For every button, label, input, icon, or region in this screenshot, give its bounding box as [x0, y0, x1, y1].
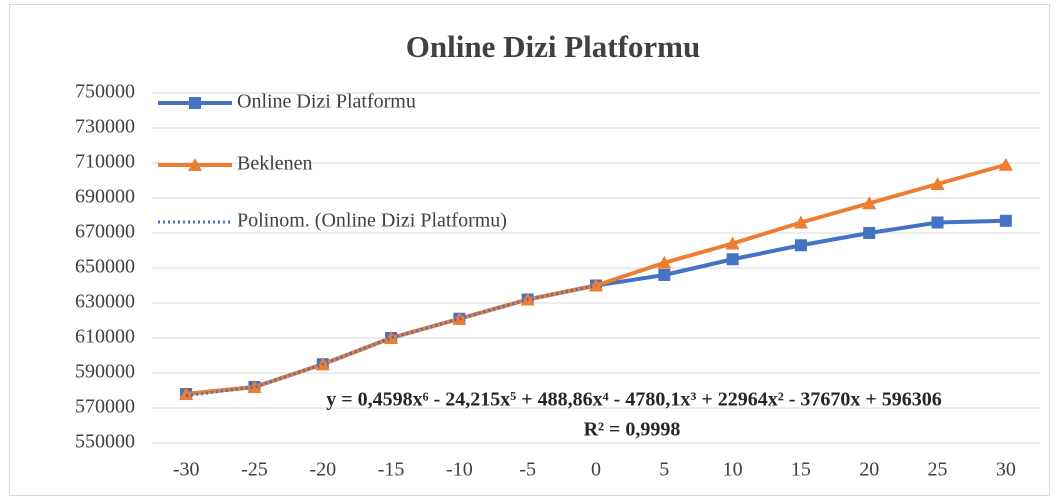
- marker: [930, 177, 945, 190]
- marker: [793, 215, 808, 229]
- x-tick-label: 0: [591, 459, 601, 481]
- y-tick-label: 570000: [75, 396, 135, 418]
- marker: [931, 216, 944, 229]
- marker: [657, 255, 672, 269]
- legend-label: Beklenen: [237, 153, 313, 175]
- y-tick-label: 670000: [75, 221, 135, 243]
- marker: [999, 214, 1012, 227]
- y-tick-label: 550000: [75, 431, 135, 453]
- x-tick-label: 30: [996, 459, 1016, 481]
- x-tick-label: -25: [241, 459, 268, 481]
- marker: [189, 97, 201, 109]
- marker: [725, 236, 740, 250]
- y-tick-label: 610000: [75, 326, 135, 348]
- x-tick-label: -10: [446, 459, 473, 481]
- x-tick-label: -30: [173, 459, 200, 481]
- marker: [862, 196, 877, 210]
- marker: [384, 331, 399, 344]
- chart-border: [9, 4, 1050, 496]
- y-tick-label: 730000: [75, 116, 135, 138]
- x-tick-label: 15: [791, 459, 811, 481]
- x-tick-label: -5: [519, 459, 536, 481]
- marker: [998, 157, 1013, 171]
- marker: [794, 239, 807, 252]
- x-tick-label: 20: [859, 459, 879, 481]
- r-squared: R² = 0,9998: [584, 419, 681, 441]
- x-tick-label: -15: [378, 459, 405, 481]
- chart-title: Online Dizi Platformu: [406, 29, 700, 64]
- marker: [247, 380, 262, 393]
- y-tick-label: 590000: [75, 361, 135, 383]
- y-tick-label: 630000: [75, 291, 135, 313]
- x-tick-label: 10: [723, 459, 743, 481]
- legend-label: Online Dizi Platformu: [237, 91, 416, 113]
- x-tick-label: 5: [659, 459, 669, 481]
- y-tick-label: 690000: [75, 186, 135, 208]
- legend-label: Polinom. (Online Dizi Platformu): [237, 210, 507, 232]
- series-line: [185, 284, 597, 398]
- marker: [863, 227, 876, 239]
- marker: [188, 158, 202, 171]
- marker: [726, 253, 739, 266]
- marker: [179, 387, 194, 400]
- y-tick-label: 750000: [75, 81, 135, 103]
- y-tick-label: 650000: [75, 256, 135, 278]
- x-tick-label: -20: [309, 459, 336, 481]
- trend-equation: y = 0,4598x⁶ - 24,215x⁵ + 488,86x⁴ - 478…: [326, 389, 942, 411]
- marker: [589, 278, 603, 292]
- marker: [658, 269, 671, 281]
- x-tick-label: 25: [928, 459, 948, 481]
- y-tick-label: 710000: [75, 151, 135, 173]
